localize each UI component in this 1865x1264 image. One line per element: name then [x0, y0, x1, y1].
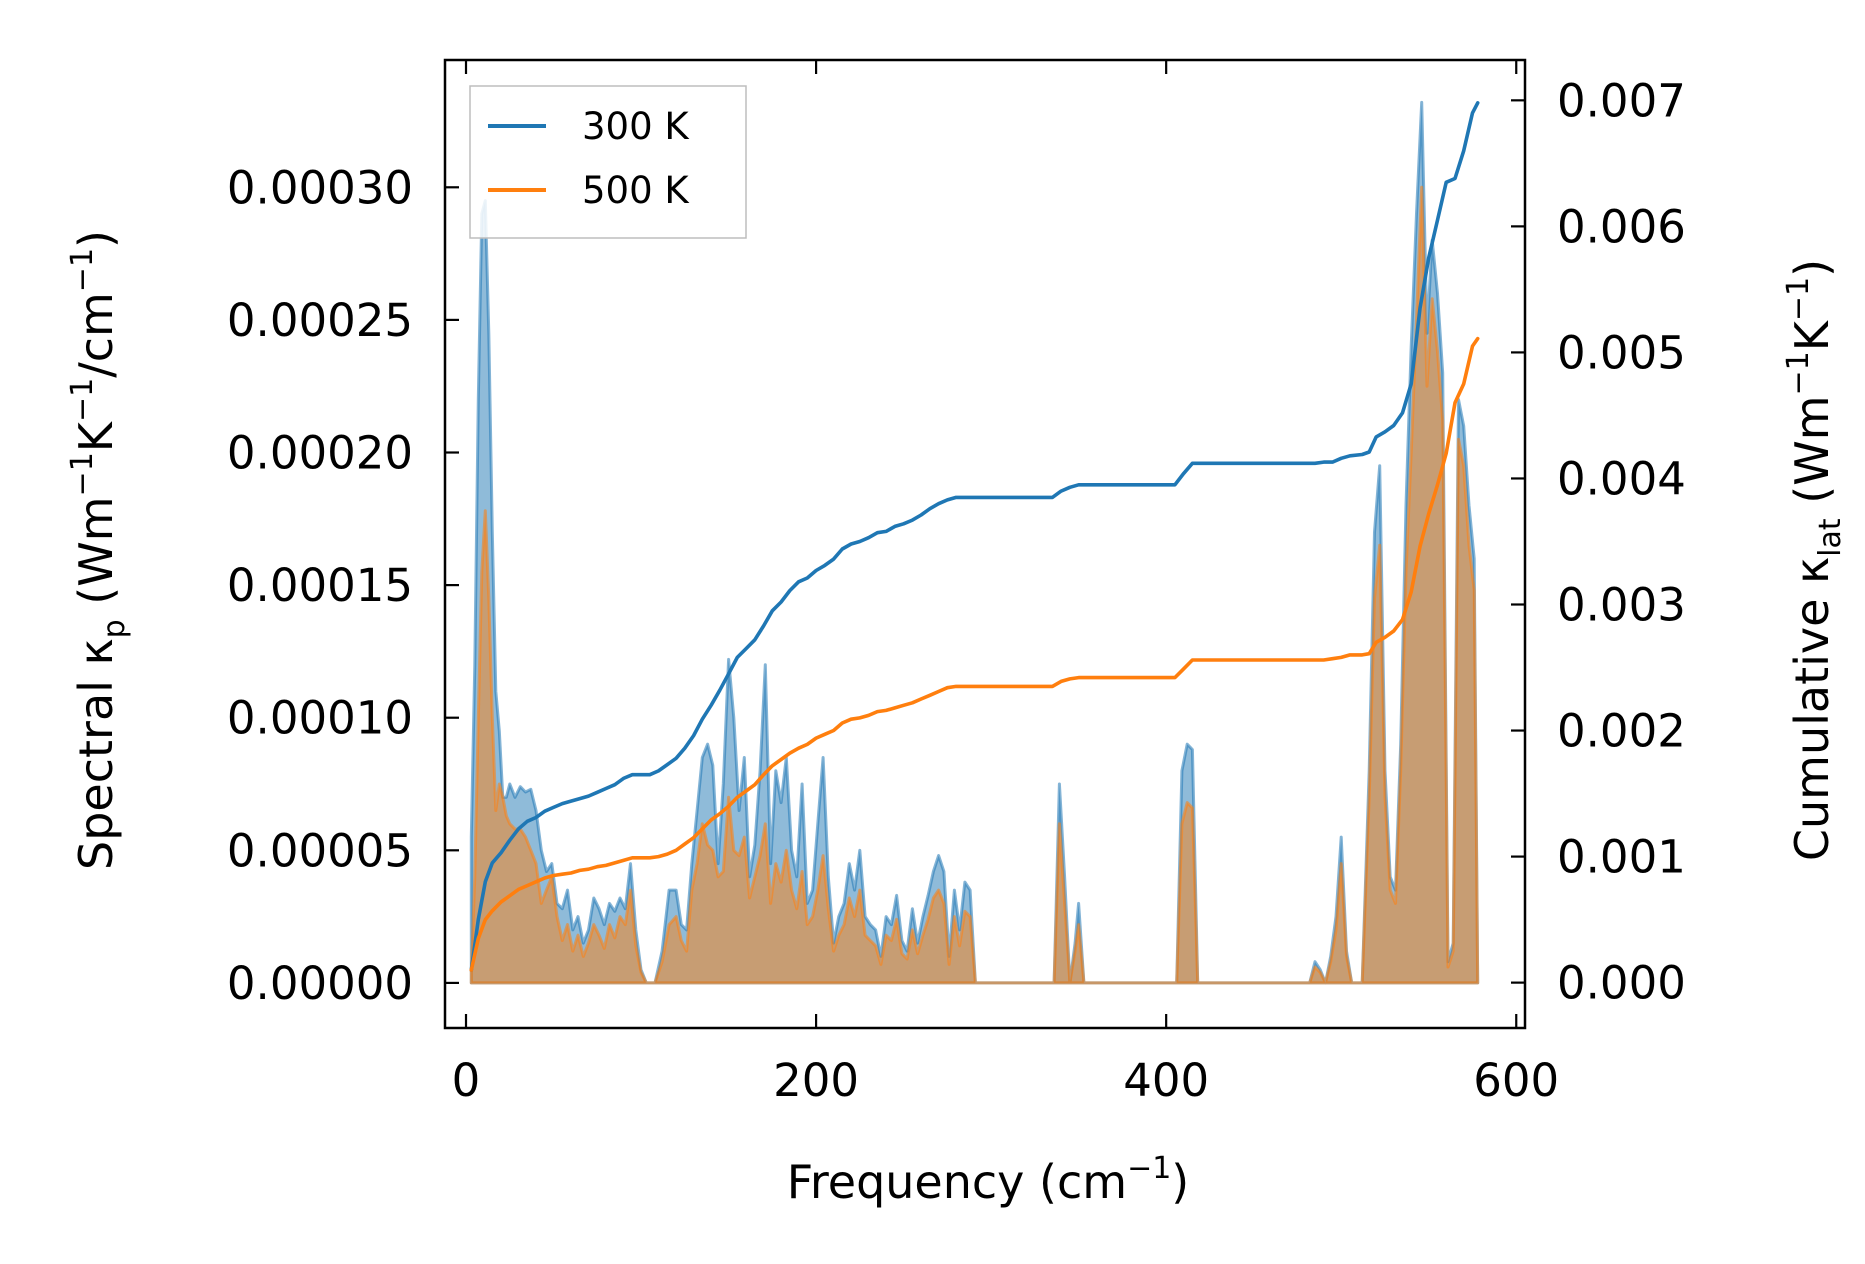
x-tick-label: 0	[452, 1054, 481, 1107]
spectral-area-500k	[469, 185, 1480, 985]
x-tick-label: 400	[1123, 1054, 1209, 1107]
y2-tick-label: 0.000	[1557, 957, 1686, 1010]
x-tick-label: 200	[773, 1054, 859, 1107]
y2-axis-title: Cumulative κlat (Wm−1K−1)	[1781, 259, 1848, 861]
y-tick-label: 0.00000	[227, 957, 413, 1010]
plot-frame	[443, 58, 1527, 1030]
y-tick-label: 0.00030	[227, 161, 413, 214]
legend: 300 K 500 K	[469, 85, 747, 239]
x-axis-title: Frequency (cm−1)	[787, 1151, 1190, 1209]
y2-tick-label: 0.001	[1557, 831, 1686, 884]
y2-tick-label: 0.004	[1557, 452, 1686, 505]
y2-tick-label: 0.003	[1557, 579, 1686, 632]
legend-box	[469, 85, 747, 239]
legend-label-300k: 300 K	[582, 105, 690, 148]
y-axis-title: Spectral κp (Wm−1K−1/cm−1)	[65, 230, 132, 870]
y-tick-label: 0.00025	[227, 294, 413, 347]
cumulative-line-layer	[469, 101, 1480, 972]
cumulative-line-500k	[469, 336, 1480, 972]
y2-tick-label: 0.005	[1557, 326, 1686, 379]
y-tick-label: 0.00020	[227, 427, 413, 480]
cumulative-line-300k	[469, 101, 1480, 972]
legend-label-500k: 500 K	[582, 169, 690, 212]
x-tick-label: 600	[1473, 1054, 1559, 1107]
y-tick-label: 0.00015	[227, 559, 413, 612]
tick-layer: 0 200 400 600 0.00000 0.00005 0.00010 0.00015 0.…	[227, 60, 1686, 1107]
y2-tick-label: 0.002	[1557, 705, 1686, 758]
y-tick-label: 0.00005	[227, 824, 413, 877]
y-tick-label: 0.00010	[227, 692, 413, 745]
y2-tick-label: 0.006	[1557, 200, 1686, 253]
spectral-fill-layer	[469, 100, 1480, 985]
y2-tick-label: 0.007	[1557, 74, 1686, 127]
